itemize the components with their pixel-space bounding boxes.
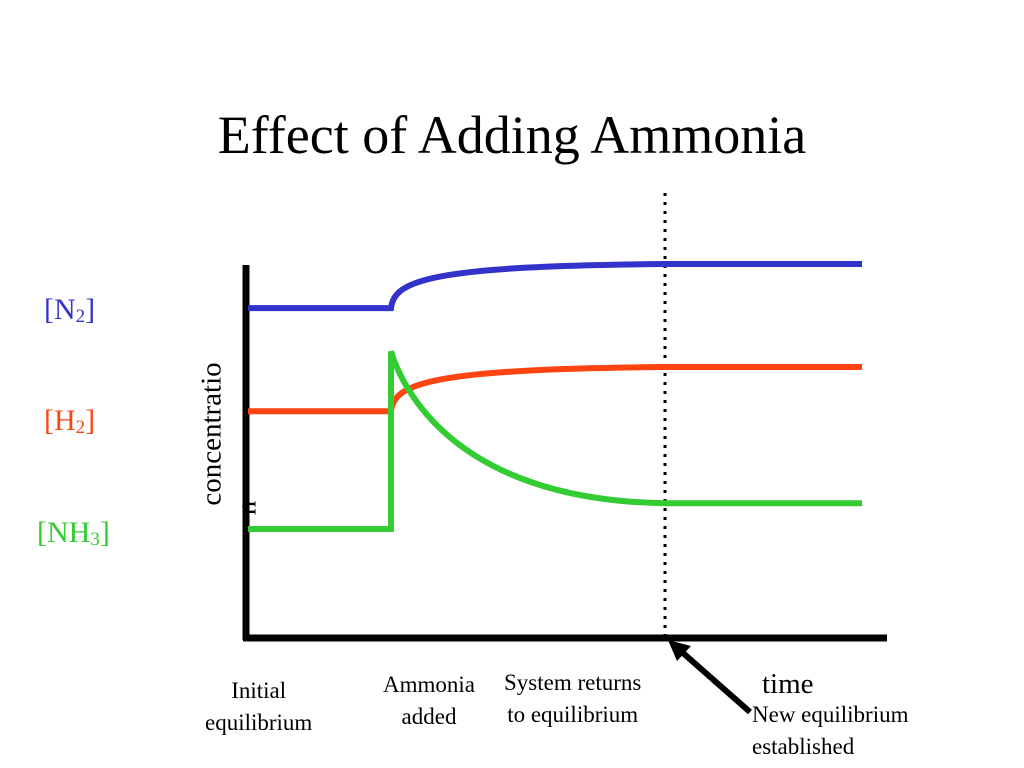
- n2-label-sub: 2: [75, 306, 86, 327]
- caption-added-line2: added: [401, 704, 457, 729]
- arrow-shaft: [681, 650, 752, 715]
- n2-label-open: [N: [44, 293, 76, 326]
- caption-returns-line1: System returns: [504, 670, 642, 695]
- h2-label-sub: 2: [75, 417, 86, 438]
- chart-title: Effect of Adding Ammonia: [217, 105, 807, 165]
- caption-initial-line2: equilibrium: [205, 710, 313, 735]
- series-line-h2: [248, 364, 862, 415]
- legend-nh3: [NH3]: [37, 515, 110, 558]
- n2-label-close: ]: [85, 293, 96, 326]
- series-line-nh3: [248, 350, 862, 532]
- caption-system-returns: System returns to equilibrium: [504, 667, 641, 731]
- x-axis-label: time: [762, 668, 814, 700]
- legend-n2: [N2]: [44, 292, 95, 335]
- caption-returns-line2: to equilibrium: [507, 702, 639, 727]
- nh3-label-sub: 3: [90, 529, 100, 550]
- legend-h2: [H2]: [44, 403, 95, 446]
- caption-ammonia-added: Ammonia added: [383, 669, 475, 733]
- caption-new-equilibrium: New equilibrium established: [752, 699, 909, 763]
- series-line-n2: [248, 261, 862, 312]
- caption-new-line1: New equilibrium: [752, 702, 909, 727]
- nh3-label-open: [NH: [37, 516, 91, 549]
- caption-initial-equilibrium: Initial equilibrium: [205, 675, 312, 739]
- nh3-label-close: ]: [99, 516, 110, 549]
- h2-label-close: ]: [85, 404, 96, 437]
- caption-new-line2: established: [752, 734, 855, 759]
- h2-label-open: [H: [44, 404, 76, 437]
- arrow-head: [668, 640, 691, 661]
- caption-initial-line1: Initial: [231, 678, 287, 703]
- caption-added-line1: Ammonia: [383, 672, 475, 697]
